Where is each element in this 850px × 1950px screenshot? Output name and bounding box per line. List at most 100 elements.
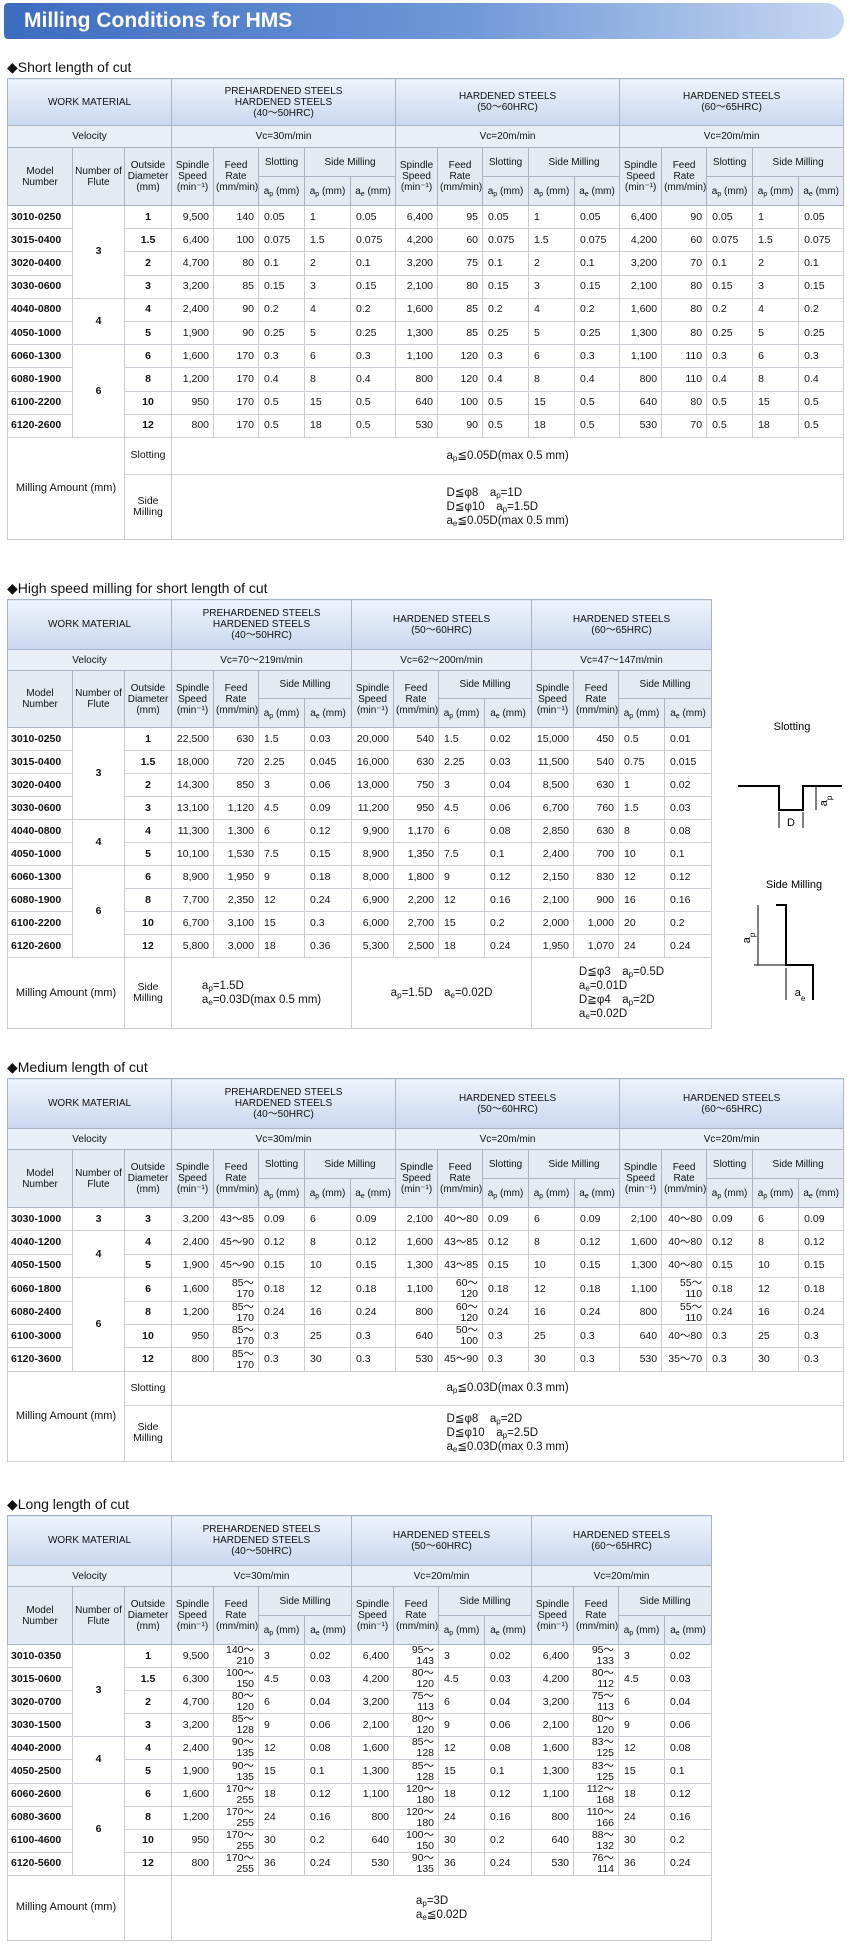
- column-header: ae (mm): [484, 698, 533, 728]
- value: 0.05: [574, 204, 621, 230]
- flute-count: 3: [72, 205, 125, 299]
- column-header: Number of Flute: [72, 1149, 125, 1208]
- value: 7.5: [438, 842, 486, 866]
- column-header: Side Milling: [752, 147, 845, 177]
- value: 15: [304, 390, 352, 415]
- value: 1,100: [395, 1277, 439, 1302]
- column-header: ap (mm): [438, 698, 486, 728]
- value: 11,300: [171, 819, 215, 843]
- material-hardness: (40～50HRC): [253, 1109, 314, 1120]
- row: 6080-1900 8 1,200 170 0.4 8 0.4 800 120 0.4 8 0.4 80…: [7, 367, 845, 392]
- value: 15: [438, 911, 486, 935]
- value: 1: [304, 204, 352, 230]
- column-header: Feed Rate (mm/min): [573, 1586, 620, 1645]
- value: 0.15: [350, 274, 397, 299]
- value: 0.15: [574, 1253, 621, 1279]
- value: 2,100: [619, 1206, 663, 1232]
- column-header: Feed Rate (mm/min): [437, 147, 484, 206]
- value: 1,600: [619, 297, 663, 322]
- column-header: Spindle Speed (min⁻¹): [395, 1149, 439, 1208]
- model-number: 4050-1000: [7, 842, 73, 866]
- value: 6,400: [351, 1643, 395, 1669]
- row: Milling Amount (mm) ap=3D ae≦0.02D: [7, 1874, 713, 1941]
- row: Velocity Vc=70～219m/min Vc=62～200m/min Vc=4…: [6, 649, 713, 671]
- value: 0.16: [484, 888, 533, 912]
- model-number: 3020-0400: [7, 773, 73, 797]
- value: 0.2: [484, 1828, 533, 1853]
- value: 0.1: [706, 251, 754, 276]
- conditions-table: WORK MATERIAL PREHARDENED STEELS HARDENED …: [6, 1515, 713, 1941]
- value: 2,350: [213, 888, 260, 912]
- value: 0.24: [484, 934, 533, 958]
- value: 0.3: [706, 1323, 754, 1349]
- column-header: Slotting: [258, 1149, 306, 1179]
- value: 55～110: [661, 1277, 708, 1302]
- value: 4,200: [619, 228, 663, 253]
- milling-amount-lines: D≦φ8 ap=2D D≦φ10 ap=2.5D ae≦0.03D(max 0.3 …: [447, 1412, 569, 1454]
- value: 7,700: [171, 888, 215, 912]
- row: 4050-1000 5 1,900 90 0.25 5 0.25 1,300 85 0.25 5 0.…: [7, 320, 845, 346]
- value: 70: [661, 251, 708, 276]
- value: 2,400: [531, 842, 575, 866]
- value: 6,300: [171, 1667, 215, 1692]
- value: 0.1: [664, 1759, 713, 1784]
- value: 10: [304, 1253, 352, 1279]
- row: 4040-0800 4 4 2,400 90 0.2 4 0.2 1,600 85 0.2 4 0.2 1…: [7, 297, 845, 346]
- value: 1,200: [171, 1300, 215, 1325]
- milling-amount: ap=1.5D ae=0.03D(max 0.5 mm): [171, 957, 353, 1029]
- column-header: Side Milling: [438, 1586, 533, 1616]
- work-material-label: WORK MATERIAL: [6, 1515, 173, 1566]
- value: 630: [393, 750, 440, 774]
- material-header: HARDENED STEELS (60～65HRC): [531, 599, 713, 650]
- column-header: Model Number: [7, 1149, 73, 1208]
- value: 8: [752, 367, 800, 392]
- value: 0.15: [482, 1253, 530, 1279]
- value: 0.05: [706, 204, 754, 230]
- column-header: Spindle Speed (min⁻¹): [351, 1586, 395, 1645]
- value: 0.04: [304, 1690, 353, 1715]
- row: 6080-1900 8 7,700 2,350 12 0.24 6,900 2,200 12 0.…: [7, 888, 713, 912]
- row: Side Milling D≦φ8 ap=1D D≦φ10 ap=1.5D ae≦0.…: [7, 473, 845, 540]
- column-header: ae (mm): [304, 1615, 353, 1645]
- value: 530: [619, 1347, 663, 1372]
- value: 85: [213, 274, 260, 299]
- value: 85～128: [213, 1713, 260, 1738]
- material-hardness: (50～60HRC): [411, 1540, 472, 1552]
- value: 0.2: [664, 1828, 713, 1853]
- value: 8: [304, 1230, 352, 1255]
- value: 0.4: [258, 367, 306, 392]
- value: 83～125: [573, 1736, 620, 1761]
- value: 30: [528, 1347, 576, 1372]
- material-header: HARDENED STEELS (60～65HRC): [619, 1078, 845, 1129]
- value: 0.02: [304, 1643, 353, 1669]
- model-number: 3015-0600: [7, 1667, 73, 1692]
- model-number: 6120-3600: [7, 1347, 73, 1372]
- value: 0.4: [574, 367, 621, 392]
- value: 18: [752, 413, 800, 438]
- value: 2,150: [531, 865, 575, 889]
- value: 1,600: [619, 1230, 663, 1255]
- value: 1: [752, 204, 800, 230]
- value: 12: [438, 888, 486, 912]
- column-header: Slotting: [706, 1149, 754, 1179]
- diameter: 10: [123, 911, 173, 935]
- value: 24: [438, 1805, 486, 1830]
- value: 800: [619, 367, 663, 392]
- flute-count: 6: [72, 1277, 125, 1372]
- value: 0.15: [350, 1253, 397, 1279]
- value: 0.16: [304, 1805, 353, 1830]
- value: 100～150: [213, 1667, 260, 1692]
- value: 950: [171, 1323, 215, 1349]
- value: 120: [437, 344, 484, 369]
- model-number: 6100-3000: [7, 1323, 73, 1349]
- milling-amount-line: D≦φ8 ap=1D: [446, 486, 523, 500]
- row: Model Number Number of Flute Outside Diame…: [7, 1586, 713, 1645]
- value: 1,600: [351, 1736, 395, 1761]
- value: 0.09: [258, 1206, 306, 1232]
- value: 530: [351, 1851, 395, 1876]
- value: 0.075: [798, 228, 845, 253]
- milling-amount-line: ap≦0.05D(max 0.5 mm): [446, 449, 569, 463]
- diameter: 3: [123, 274, 173, 299]
- column-header: ap (mm): [482, 176, 530, 206]
- model-number: 6080-2400: [7, 1300, 73, 1325]
